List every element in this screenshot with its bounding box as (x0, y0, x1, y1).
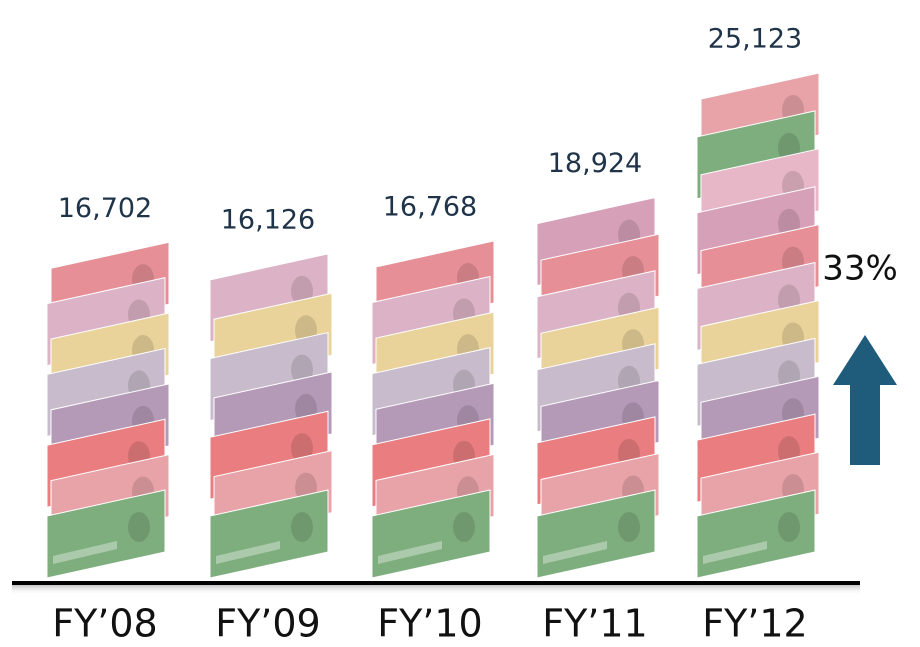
up-arrow (833, 335, 897, 465)
annotation: 33% (822, 249, 898, 289)
banknote-stack (46, 241, 170, 579)
banknote-stripe (53, 541, 117, 564)
banknote-stack (536, 196, 660, 579)
banknote-stripe (378, 541, 442, 564)
axis-shadow (12, 585, 860, 595)
banknote-stripe (543, 541, 607, 564)
banknote-stack (209, 253, 333, 579)
banknote-portrait (778, 512, 800, 542)
x-tick-label: FY’12 (702, 602, 808, 646)
banknote (696, 489, 816, 579)
banknote-portrait (618, 512, 640, 542)
value-label: 18,924 (548, 148, 642, 179)
banknote-portrait (128, 512, 150, 542)
banknote (209, 489, 329, 579)
banknote-stack (696, 72, 820, 579)
value-label: 25,123 (708, 24, 802, 55)
banknote-stack (371, 240, 495, 579)
x-tick-label: FY’11 (542, 602, 648, 646)
value-label: 16,702 (58, 193, 152, 224)
banknote-stripe (703, 541, 767, 564)
value-label: 16,126 (221, 204, 315, 235)
banknote-stripe (216, 541, 280, 564)
value-label: 16,768 (383, 191, 477, 222)
x-tick-label: FY’09 (215, 602, 321, 646)
x-tick-label: FY’10 (377, 602, 483, 646)
banknote-portrait (453, 512, 475, 542)
banknote (46, 489, 166, 579)
banknote (371, 489, 491, 579)
banknote-portrait (291, 512, 313, 542)
banknote (536, 489, 656, 579)
x-tick-label: FY’08 (52, 602, 158, 646)
